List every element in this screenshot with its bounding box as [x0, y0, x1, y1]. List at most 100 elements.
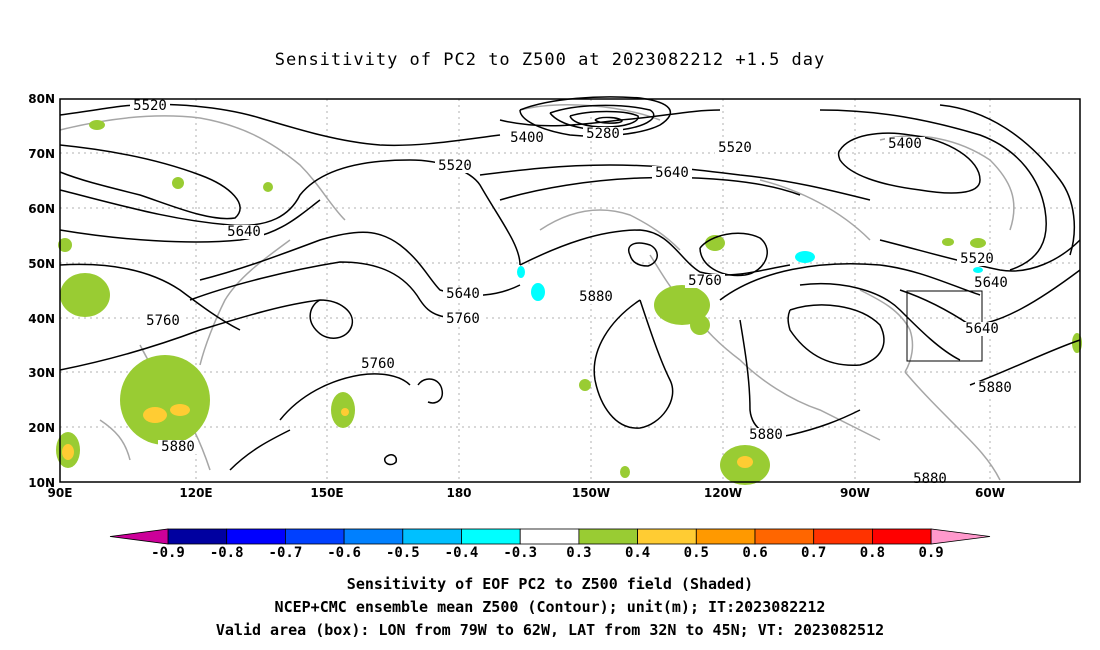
lat-label: 70N [28, 147, 55, 161]
lon-label: 60W [975, 486, 1005, 500]
lat-label: 30N [28, 366, 55, 380]
caption-line-3: Valid area (box): LON from 79W to 62W, L… [215, 621, 885, 639]
colorbar-label: -0.6 [327, 545, 361, 561]
lon-label: 150W [572, 486, 610, 500]
contour-label-bg [443, 287, 483, 301]
lat-label: 20N [28, 421, 55, 435]
colorbar-swatch [284, 528, 345, 545]
contour-label-group: 5520 5400 5280 5520 5400 5520 5640 5640 5520 5640… [130, 98, 1015, 487]
contour-label: 5880 [978, 380, 1012, 396]
map-frame [59, 98, 1081, 483]
contour-label-bg [962, 322, 1002, 336]
contour-label: 5520 [960, 251, 994, 267]
colorbar-swatch [343, 528, 404, 545]
contour-label-bg [975, 381, 1015, 395]
contour-label-bg [158, 440, 198, 454]
colorbar-label: 0.9 [918, 545, 943, 561]
colorbar-label: 0.4 [625, 545, 650, 561]
colorbar-high-tip [930, 528, 991, 545]
contour-label-bg [143, 314, 183, 328]
colorbar-label: -0.5 [386, 545, 420, 561]
contour-label: 5640 [655, 165, 689, 181]
lon-label: 150E [310, 486, 343, 500]
lon-label: 120E [179, 486, 212, 500]
contour-label: 5400 [888, 136, 922, 152]
colorbar-label: -0.3 [503, 545, 537, 561]
lat-label: 10N [28, 476, 55, 490]
colorbar-swatch [519, 528, 580, 545]
colorbar-label: -0.8 [210, 545, 244, 561]
lat-label: 60N [28, 202, 55, 216]
shading-positive-strong [62, 404, 753, 468]
latitude-labels: 80N 70N 60N 50N 40N 30N 20N 10N [28, 92, 55, 490]
contour-label: 5880 [579, 289, 613, 305]
contour-label: 5760 [688, 273, 722, 289]
colorbar-swatch [637, 528, 697, 545]
contour-label: 5280 [586, 126, 620, 142]
contour-label: 5520 [438, 158, 472, 174]
contour-label-bg [715, 141, 755, 155]
colorbar-label: -0.7 [269, 545, 303, 561]
contour-label: 5520 [718, 140, 752, 156]
shading-positive [56, 120, 1082, 485]
shading-negative [517, 251, 983, 301]
contour-label: 5760 [361, 356, 395, 372]
contour-label: 5760 [146, 313, 180, 329]
longitude-labels: 90E 120E 150E 180 150W 120W 90W 60W [48, 486, 1005, 500]
colorbar-swatch [402, 528, 462, 545]
lat-label: 50N [28, 257, 55, 271]
colorbar-swatch [754, 528, 815, 545]
contour-label: 5640 [965, 321, 999, 337]
lon-label: 90W [840, 486, 870, 500]
contour-label-bg [576, 290, 616, 304]
contour-label: 5640 [227, 224, 261, 240]
map-grid [60, 99, 1080, 482]
colorbar-label: 0.7 [801, 545, 826, 561]
contour-label: 5880 [749, 427, 783, 443]
lon-label: 90E [48, 486, 73, 500]
contour-label-bg [652, 166, 692, 180]
colorbar-label: 0.6 [742, 545, 767, 561]
caption-line-2: NCEP+CMC ensemble mean Z500 (Contour); u… [274, 598, 826, 616]
colorbar-swatch [872, 528, 932, 545]
colorbar-label: 0.3 [566, 545, 591, 561]
contour-label: 5640 [446, 286, 480, 302]
colorbar-low-tip [109, 528, 169, 545]
lon-label: 120W [704, 486, 742, 500]
contour-label-bg [583, 127, 623, 141]
colorbar-swatch [695, 528, 756, 545]
colorbar-swatch [461, 528, 521, 545]
contour-label: 5640 [974, 275, 1008, 291]
contour-label-bg [507, 131, 547, 145]
map-title: Sensitivity of PC2 to Z500 at 2023082212… [274, 50, 826, 70]
contour-label: 5400 [510, 130, 544, 146]
lon-label: 180 [446, 486, 471, 500]
lat-label: 80N [28, 92, 55, 106]
contour-label-bg [358, 357, 398, 371]
colorbar: -0.9 -0.8 -0.7 -0.6 -0.5 -0.4 -0.3 0.3 0.4 0.5 0.6… [109, 528, 991, 561]
colorbar-swatch [578, 528, 639, 545]
contour-label-bg [885, 137, 925, 151]
colorbar-swatch [226, 528, 286, 545]
contour-label-bg [971, 276, 1011, 290]
contour-label: 5880 [161, 439, 195, 455]
contour-label-bg [685, 274, 725, 288]
contour-label-bg [443, 312, 483, 326]
lat-label: 40N [28, 312, 55, 326]
contour-label-bg [957, 252, 997, 266]
contour-label-bg [746, 428, 786, 442]
colorbar-label: 0.8 [860, 545, 885, 561]
colorbar-label: -0.9 [151, 545, 185, 561]
colorbar-label: 0.5 [684, 545, 709, 561]
contour-label-bg [435, 159, 475, 173]
colorbar-swatch [813, 528, 873, 545]
colorbar-label: -0.4 [445, 545, 479, 561]
contour-label: 5880 [913, 471, 947, 487]
contour-label: 5760 [446, 311, 480, 327]
contour-label-bg [224, 225, 264, 239]
caption-line-1: Sensitivity of EOF PC2 to Z500 field (Sh… [346, 575, 754, 593]
contour-label-bg [130, 99, 170, 113]
colorbar-swatch [167, 528, 228, 545]
contour-label: 5520 [133, 98, 167, 114]
